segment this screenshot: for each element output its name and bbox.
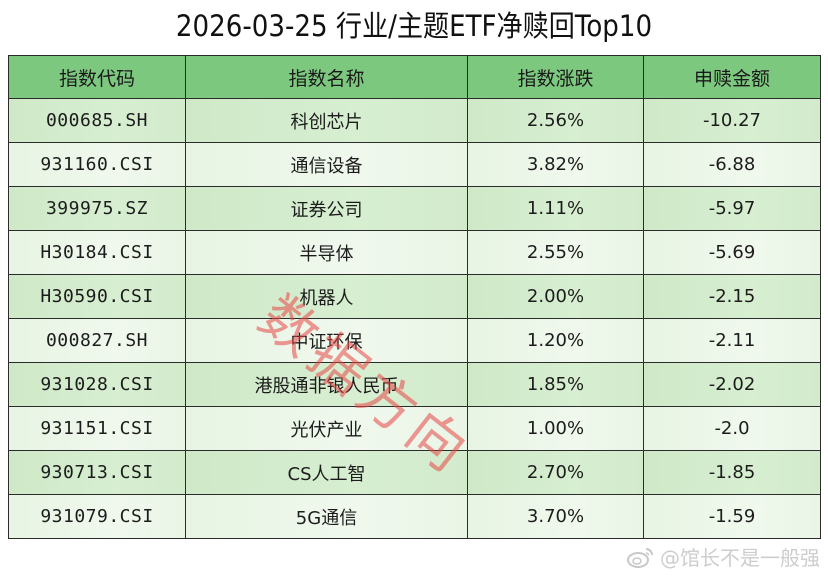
cell-name: 证券公司	[185, 186, 468, 231]
table-row: 931160.CSI 通信设备 3.82% -6.88	[8, 142, 821, 187]
cell-change: 2.70%	[467, 450, 644, 495]
cell-name: 机器人	[185, 274, 468, 319]
cell-code: H30590.CSI	[8, 274, 186, 319]
cell-code: 931028.CSI	[8, 362, 186, 407]
cell-flow: -2.02	[643, 362, 821, 407]
weibo-icon	[627, 547, 653, 568]
cell-flow: -1.59	[643, 494, 821, 539]
cell-flow: -2.0	[643, 406, 821, 451]
cell-flow: -6.88	[643, 142, 821, 187]
cell-name: 5G通信	[185, 494, 468, 539]
page-title: 2026-03-25 行业/主题ETF净赎回Top10	[175, 9, 653, 43]
table-row: H30184.CSI 半导体 2.55% -5.69	[8, 230, 821, 275]
header-flow-amount: 申赎金额	[643, 55, 821, 99]
table-row: 931028.CSI 港股通非银人民币 1.85% -2.02	[8, 362, 821, 407]
table-row: 931079.CSI 5G通信 3.70% -1.59	[8, 494, 821, 539]
cell-change: 2.56%	[467, 98, 644, 143]
cell-change: 3.82%	[467, 142, 644, 187]
cell-name: 科创芯片	[185, 98, 468, 143]
etf-redemption-table: 指数代码 指数名称 指数涨跌 申赎金额 000685.SH 科创芯片 2.56%…	[8, 55, 821, 539]
cell-change: 1.11%	[467, 186, 644, 231]
cell-flow: -10.27	[643, 98, 821, 143]
table-row: 399975.SZ 证券公司 1.11% -5.97	[8, 186, 821, 231]
weibo-username: @馆长不是一般强	[660, 546, 820, 570]
table-header-row: 指数代码 指数名称 指数涨跌 申赎金额	[8, 55, 821, 99]
cell-change: 1.20%	[467, 318, 644, 363]
table-row: 930713.CSI CS人工智 2.70% -1.85	[8, 450, 821, 495]
cell-name: 半导体	[185, 230, 468, 275]
cell-name: CS人工智	[185, 450, 468, 495]
cell-change: 1.00%	[467, 406, 644, 451]
cell-change: 2.00%	[467, 274, 644, 319]
cell-code: H30184.CSI	[8, 230, 186, 275]
cell-change: 3.70%	[467, 494, 644, 539]
cell-flow: -2.15	[643, 274, 821, 319]
header-index-name: 指数名称	[185, 55, 468, 99]
cell-flow: -5.69	[643, 230, 821, 275]
header-index-code: 指数代码	[8, 55, 186, 99]
cell-code: 000827.SH	[8, 318, 186, 363]
cell-code: 930713.CSI	[8, 450, 186, 495]
cell-change: 2.55%	[467, 230, 644, 275]
cell-name: 通信设备	[185, 142, 468, 187]
cell-change: 1.85%	[467, 362, 644, 407]
cell-code: 399975.SZ	[8, 186, 186, 231]
table-row: 931151.CSI 光伏产业 1.00% -2.0	[8, 406, 821, 451]
table-row: 000685.SH 科创芯片 2.56% -10.27	[8, 98, 821, 143]
cell-flow: -1.85	[643, 450, 821, 495]
cell-name: 光伏产业	[185, 406, 468, 451]
cell-code: 000685.SH	[8, 98, 186, 143]
table-row: 000827.SH 中证环保 1.20% -2.11	[8, 318, 821, 363]
cell-code: 931079.CSI	[8, 494, 186, 539]
header-index-change: 指数涨跌	[467, 55, 644, 99]
cell-name: 港股通非银人民币	[185, 362, 468, 407]
cell-code: 931151.CSI	[8, 406, 186, 451]
cell-code: 931160.CSI	[8, 142, 186, 187]
cell-flow: -5.97	[643, 186, 821, 231]
table-row: H30590.CSI 机器人 2.00% -2.15	[8, 274, 821, 319]
cell-name: 中证环保	[185, 318, 468, 363]
cell-flow: -2.11	[643, 318, 821, 363]
weibo-credit: @馆长不是一般强	[626, 542, 820, 571]
